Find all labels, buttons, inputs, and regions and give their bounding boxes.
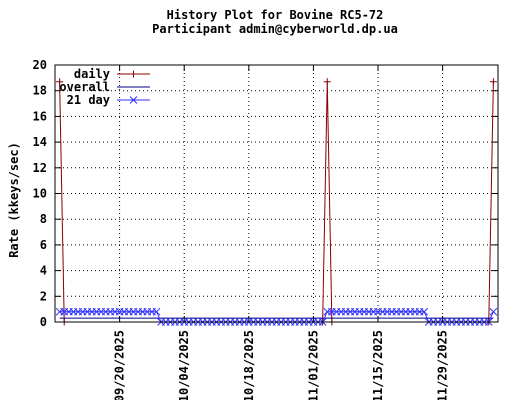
x-tick-label: 11/01/2025 xyxy=(306,330,320,400)
point xyxy=(130,70,137,78)
y-tick-label: 4 xyxy=(40,264,47,278)
point xyxy=(489,78,497,86)
point xyxy=(420,307,429,316)
point xyxy=(129,96,138,104)
y-tick-label: 18 xyxy=(33,84,47,98)
series-line xyxy=(59,311,494,323)
legend-label: daily xyxy=(74,67,110,81)
plot-border xyxy=(54,64,499,323)
y-tick-label: 6 xyxy=(40,238,47,252)
point xyxy=(489,307,498,316)
y-axis-label: Rate (kkeys/sec) xyxy=(7,142,21,258)
y-tick-label: 14 xyxy=(33,135,47,149)
y-tick-label: 12 xyxy=(33,161,47,175)
y-tick-label: 0 xyxy=(40,315,47,329)
point xyxy=(56,78,64,86)
y-tick-label: 10 xyxy=(33,187,47,201)
x-tick-label: 10/18/2025 xyxy=(242,330,256,400)
series-line xyxy=(59,81,494,323)
chart-subtitle: Participant admin@cyberworld.dp.ua xyxy=(152,22,398,36)
point xyxy=(323,78,331,86)
y-tick-label: 16 xyxy=(33,109,47,123)
point xyxy=(152,307,161,316)
x-tick-label: 10/04/2025 xyxy=(177,330,191,400)
legend-label: overall xyxy=(59,80,110,94)
y-tick-label: 8 xyxy=(40,212,47,226)
y-tick-label: 20 xyxy=(33,58,47,72)
x-tick-label: 11/15/2025 xyxy=(371,330,385,400)
y-tick-label: 2 xyxy=(40,289,47,303)
legend-label: 21 day xyxy=(67,93,110,107)
chart-title: History Plot for Bovine RC5-72 xyxy=(167,8,384,22)
x-tick-label: 09/20/2025 xyxy=(113,330,127,400)
x-tick-label: 11/29/2025 xyxy=(436,330,450,400)
